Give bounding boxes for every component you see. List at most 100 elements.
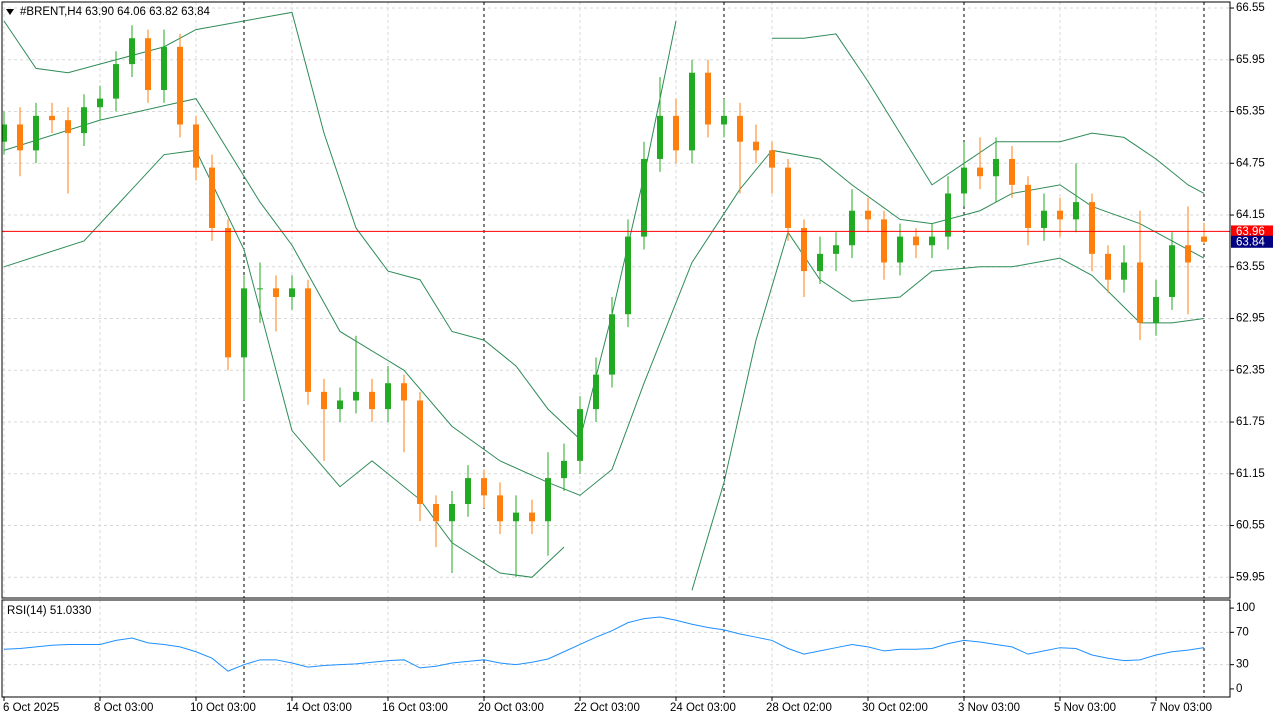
x-tick-label: 5 Nov 03:00 xyxy=(1054,702,1116,714)
y-tick-label: 61.15 xyxy=(1236,468,1265,480)
x-tick-label: 16 Oct 03:00 xyxy=(382,702,448,714)
price-label-box xyxy=(1231,225,1273,238)
candle-body xyxy=(705,72,711,125)
candle-body xyxy=(801,227,807,272)
bollinger-band xyxy=(691,231,1205,591)
candle-body xyxy=(241,288,247,358)
x-tick-label: 24 Oct 03:00 xyxy=(670,702,736,714)
candle-body xyxy=(529,512,535,522)
candle-body xyxy=(465,478,471,504)
candle-body xyxy=(49,115,55,121)
y-tick-label: 70 xyxy=(1236,626,1249,638)
candle-body xyxy=(1089,202,1095,254)
main-plot xyxy=(2,2,1230,598)
y-tick-label: 64.75 xyxy=(1236,157,1265,169)
candle-body xyxy=(225,227,231,358)
x-tick-label: 20 Oct 03:00 xyxy=(478,702,544,714)
candle-body xyxy=(993,158,999,177)
rsi-plot xyxy=(2,600,1230,697)
main-panel-frame xyxy=(1,1,1231,599)
candle-body xyxy=(353,391,359,401)
x-tick-label: 7 Nov 03:00 xyxy=(1150,702,1212,714)
candle-body xyxy=(1025,184,1031,228)
candle-body xyxy=(1057,210,1063,220)
candle-body xyxy=(609,314,615,375)
candle-body xyxy=(1105,253,1111,280)
candle-body xyxy=(1073,202,1079,220)
x-tick-label: 10 Oct 03:00 xyxy=(190,702,256,714)
y-tick-label: 64.15 xyxy=(1236,209,1265,221)
candle-body xyxy=(1153,296,1159,323)
candle-body xyxy=(305,288,311,392)
bollinger-band xyxy=(3,98,1205,496)
candle-body xyxy=(1137,262,1143,323)
candle-body xyxy=(641,158,647,237)
y-tick-label: 100 xyxy=(1236,602,1255,614)
rsi-line xyxy=(3,616,1205,672)
candle-body xyxy=(897,236,903,263)
candle-body xyxy=(753,141,759,151)
candle-body xyxy=(1201,236,1207,242)
price-label-box xyxy=(1231,235,1273,248)
candle-body xyxy=(625,236,631,315)
candle-body xyxy=(97,98,103,108)
y-tick-label: 59.95 xyxy=(1236,571,1265,583)
candle-body xyxy=(577,409,583,461)
candle-body xyxy=(961,167,967,194)
candle-body xyxy=(161,46,167,90)
candle-body xyxy=(1009,158,1015,185)
candle-body xyxy=(689,72,695,151)
candle-body xyxy=(209,167,215,228)
x-tick-label: 30 Oct 02:00 xyxy=(862,702,928,714)
candle-body xyxy=(1169,245,1175,297)
candle-body xyxy=(449,503,455,522)
x-tick-label: 28 Oct 02:00 xyxy=(766,702,832,714)
x-tick-label: 3 Nov 03:00 xyxy=(958,702,1020,714)
candle-body xyxy=(497,495,503,522)
candle-body xyxy=(849,210,855,246)
y-tick-label: 66.55 xyxy=(1236,2,1265,14)
candle-body xyxy=(129,38,135,65)
candle-body xyxy=(289,288,295,297)
candle-body xyxy=(1041,210,1047,228)
y-tick-label: 30 xyxy=(1236,659,1249,671)
candle-body xyxy=(65,120,71,134)
y-tick-label: 65.35 xyxy=(1236,106,1265,118)
rsi-panel-frame xyxy=(1,599,1231,698)
x-tick-label: 6 Oct 2025 xyxy=(3,702,59,714)
candle-body xyxy=(17,124,23,151)
candle-body xyxy=(1121,262,1127,280)
y-tick-label: 62.95 xyxy=(1236,313,1265,325)
price-label: 63.84 xyxy=(1236,236,1265,248)
candle-body xyxy=(913,236,919,246)
candle-body xyxy=(769,150,775,168)
candle-body xyxy=(257,288,263,290)
y-tick-label: 60.55 xyxy=(1236,520,1265,532)
candle-body xyxy=(369,391,375,410)
candle-body xyxy=(385,383,391,410)
candle-body xyxy=(881,219,887,263)
candle-body xyxy=(785,167,791,228)
candle-body xyxy=(513,512,519,522)
collapse-arrow[interactable] xyxy=(6,9,14,15)
candle-body xyxy=(145,38,151,90)
candle-body xyxy=(593,374,599,410)
candle-body xyxy=(417,400,423,504)
x-tick-label: 14 Oct 03:00 xyxy=(286,702,352,714)
candle-body xyxy=(33,115,39,151)
candle-body xyxy=(545,478,551,522)
main-grid xyxy=(2,2,1230,598)
candle-body xyxy=(721,115,727,125)
candle-body xyxy=(865,210,871,220)
candle-body xyxy=(833,245,839,254)
x-tick-label: 8 Oct 03:00 xyxy=(94,702,153,714)
bollinger-band xyxy=(3,149,565,578)
candle-body xyxy=(673,115,679,151)
y-tick-label: 63.55 xyxy=(1236,261,1265,273)
candle-body xyxy=(977,167,983,177)
candle-body xyxy=(337,400,343,410)
candle-body xyxy=(945,193,951,237)
candle-body xyxy=(817,253,823,272)
